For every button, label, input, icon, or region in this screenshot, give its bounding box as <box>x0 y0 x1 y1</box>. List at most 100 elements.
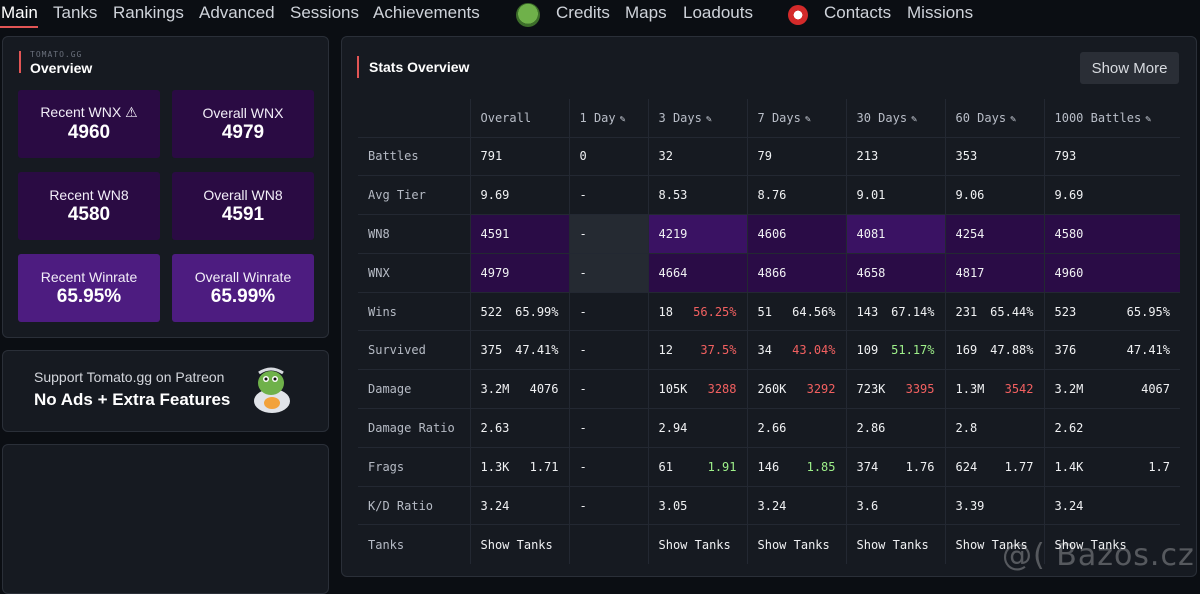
nav-credits[interactable]: Credits <box>556 3 610 22</box>
show-tanks-overall-link[interactable]: Show Tanks <box>469 524 569 564</box>
header-1000-battles[interactable]: 1000 Battles ✎ <box>1043 99 1180 137</box>
total: 146 <box>757 459 780 474</box>
card-value: 4960 <box>67 122 111 143</box>
patreon-banner[interactable]: Support Tomato.gg on Patreon No Ads + Ex… <box>2 350 329 432</box>
show-tanks-7-days-link[interactable]: Show Tanks <box>746 524 846 564</box>
show-tanks-1000-battles-link[interactable]: Show Tanks <box>1043 524 1180 564</box>
nav-tanks[interactable]: Tanks <box>53 3 98 22</box>
header-30-days[interactable]: 30 Days ✎ <box>845 99 945 137</box>
cell-pair: 109 51.17% <box>857 343 945 357</box>
nav-rankings[interactable]: Rankings <box>113 3 184 22</box>
cell: 353 <box>944 136 1044 176</box>
card-overall-winrate: Overall Winrate 65.99% <box>172 254 314 322</box>
brand-small-label: TOMATO.GG <box>30 50 83 59</box>
cell-pair: 3.2M 4076 <box>481 382 569 396</box>
accent-bar <box>357 56 359 78</box>
cell: 2.94 <box>647 408 747 448</box>
header-3-days[interactable]: 3 Days ✎ <box>647 99 747 137</box>
header-1-day[interactable]: 1 Day ✎ <box>568 99 648 137</box>
cell: 2.86 <box>845 408 945 448</box>
nav-contacts[interactable]: Contacts <box>824 3 892 22</box>
cell: 793 <box>1043 136 1180 176</box>
cell-pair: 1.3K 1.71 <box>481 460 569 474</box>
nav-achievements[interactable]: Achievements <box>373 3 480 22</box>
cell: 213 <box>845 136 945 176</box>
percent: 37.5% <box>700 343 737 358</box>
cell-pair: 1.4K 1.7 <box>1055 460 1181 474</box>
nav-sessions[interactable]: Sessions <box>290 3 359 22</box>
header-7-days[interactable]: 7 Days ✎ <box>746 99 846 137</box>
cell: 2.66 <box>746 408 846 448</box>
count: 523 <box>1054 304 1077 319</box>
cell: 32 <box>647 136 747 176</box>
nav-main[interactable]: Main <box>1 3 38 22</box>
row-label: Frags <box>358 446 470 487</box>
percent: 47.88% <box>990 343 1034 358</box>
cell: 9.69 <box>1043 175 1180 215</box>
cell: - <box>568 214 648 254</box>
cell: 723K 3395 <box>845 369 945 409</box>
card-label: Overall WNX <box>202 104 284 121</box>
edit-pencil-icon[interactable]: ✎ <box>619 113 626 125</box>
edit-pencil-icon[interactable]: ✎ <box>1010 113 1017 125</box>
header-60-days[interactable]: 60 Days ✎ <box>944 99 1044 137</box>
cell-pair: 624 1.77 <box>956 460 1044 474</box>
card-recent-wnx: Recent WNX ⚠ 4960 <box>18 90 160 158</box>
cell: 4817 <box>944 252 1044 293</box>
cell: 4606 <box>746 214 846 254</box>
show-tanks-30-days-link[interactable]: Show Tanks <box>845 524 945 564</box>
show-more-button[interactable]: Show More <box>1080 52 1179 84</box>
cell-pair: 146 1.85 <box>758 460 846 474</box>
count: 376 <box>1054 343 1077 358</box>
cell-pair: 12 37.5% <box>659 343 747 357</box>
nav-maps[interactable]: Maps <box>625 3 667 22</box>
cell: - <box>568 369 648 409</box>
row-label: Wins <box>358 291 470 331</box>
cell: 375 47.41% <box>469 330 569 370</box>
cell: 105K 3288 <box>647 369 747 409</box>
nav-loadouts[interactable]: Loadouts <box>683 3 753 22</box>
nav-missions[interactable]: Missions <box>907 3 974 22</box>
row-label: Tanks <box>358 524 470 564</box>
cell: - <box>568 330 648 370</box>
row-label: Damage Ratio <box>358 408 470 448</box>
cell: 51 64.56% <box>746 291 846 331</box>
count: - <box>579 304 587 319</box>
frog-logo-icon[interactable] <box>516 3 540 27</box>
edit-pencil-icon[interactable]: ✎ <box>911 113 918 125</box>
cell: 4219 <box>647 214 747 254</box>
card-value: 4591 <box>221 203 265 225</box>
average: 4067 <box>1141 382 1170 397</box>
total: 723K <box>856 382 886 397</box>
edit-pencil-icon[interactable]: ✎ <box>705 113 712 125</box>
cell-pair: 375 47.41% <box>481 343 569 357</box>
cell-pair: 723K 3395 <box>857 382 945 396</box>
table-row-damage-ratio: Damage Ratio 2.63 - 2.94 2.66 2.86 2.8 2… <box>358 408 1180 448</box>
cell: 231 65.44% <box>944 291 1044 331</box>
show-tanks-3-days-link[interactable]: Show Tanks <box>647 524 747 564</box>
cell: 4254 <box>944 214 1044 254</box>
card-value: 65.95% <box>56 285 122 307</box>
watermark: @( Bazos.cz <box>1002 538 1195 573</box>
edit-pencil-icon[interactable]: ✎ <box>804 113 811 125</box>
average: 3395 <box>905 382 935 397</box>
show-tanks-60-days-link[interactable]: Show Tanks <box>944 524 1044 564</box>
row-label: Avg Tier <box>358 175 470 215</box>
cell: 9.01 <box>845 175 945 215</box>
overview-title: Overview <box>30 60 93 76</box>
patreon-line1: Support Tomato.gg on Patreon <box>34 369 225 385</box>
cell: - <box>568 291 648 331</box>
percent: 47.41% <box>515 343 559 358</box>
count: - <box>579 343 587 358</box>
table-row-wnx: WNX 4979 - 4664 4866 4658 4817 4960 <box>358 252 1180 293</box>
cell: 4591 <box>469 214 569 254</box>
nav-advanced[interactable]: Advanced <box>199 3 275 22</box>
wot-logo-icon[interactable] <box>788 5 808 25</box>
cell: 2.8 <box>944 408 1044 448</box>
count: 51 <box>757 304 772 319</box>
edit-pencil-icon[interactable]: ✎ <box>1145 113 1152 125</box>
row-label: WN8 <box>358 214 470 254</box>
cell-pair: 260K 3292 <box>758 382 846 396</box>
table-row-survived: Survived 375 47.41% - 12 37.5% 34 43.04% 10… <box>358 330 1180 370</box>
count: 18 <box>658 304 673 319</box>
